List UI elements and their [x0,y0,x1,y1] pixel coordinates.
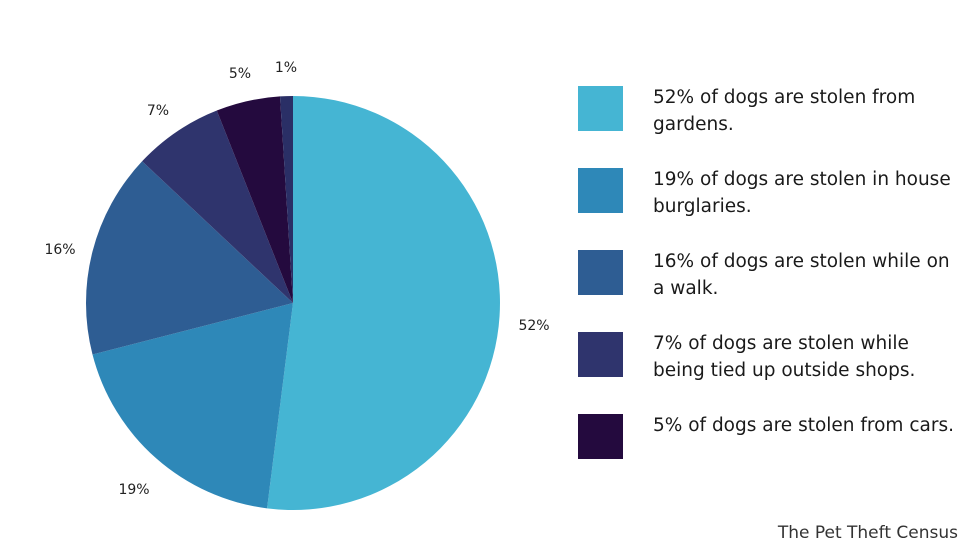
pie-slice [142,110,293,303]
pie-slice [92,303,293,509]
pie-slice [85,161,293,355]
legend-item: 52% of dogs are stolen from gardens. [578,84,968,144]
pie-chart: 52% 19% 16% 7% 5% 1% [44,60,550,510]
legend-label: 16% of dogs are stolen while on a walk. [653,251,950,299]
slice-label: 19% [118,482,149,498]
legend-label: 7% of dogs are stolen while being tied u… [653,333,916,381]
legend-label: 19% of dogs are stolen in house burglari… [653,169,951,217]
slice-label: 52% [518,318,549,334]
legend-item: 7% of dogs are stolen while being tied u… [578,330,968,390]
legend-label: 52% of dogs are stolen from gardens. [653,87,916,135]
slice-label: 16% [44,242,75,258]
legend-swatch [578,168,623,213]
slice-label: 7% [147,103,169,119]
pie-slice [280,96,293,303]
pie-slice [216,96,293,303]
legend-swatch [578,414,623,459]
legend: 52% of dogs are stolen from gardens. 19%… [578,84,968,494]
slice-label: 1% [275,60,297,76]
legend-label: 5% of dogs are stolen from cars. [653,415,954,436]
slice-label: 5% [229,66,251,82]
legend-swatch [578,250,623,295]
legend-item: 19% of dogs are stolen in house burglari… [578,166,968,226]
pie-slice [267,96,500,510]
legend-swatch [578,86,623,131]
legend-item: 5% of dogs are stolen from cars. [578,412,968,472]
legend-item: 16% of dogs are stolen while on a walk. [578,248,968,308]
legend-swatch [578,332,623,377]
source-credit: The Pet Theft Census [777,523,958,543]
